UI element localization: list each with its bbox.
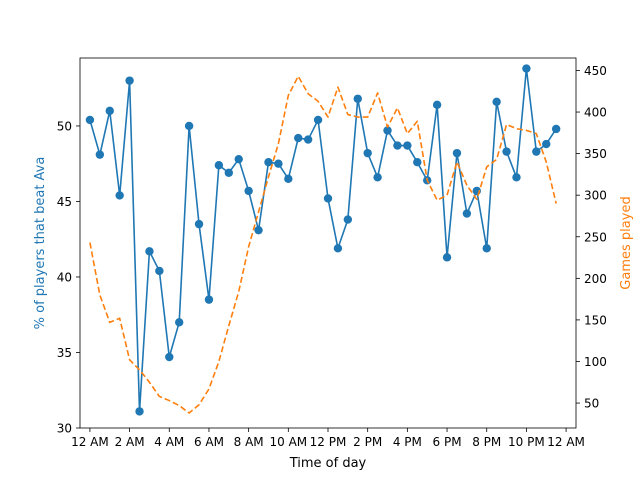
x-tick-label: 12 PM <box>310 435 347 449</box>
win-percent-data-point <box>145 247 154 256</box>
win-percent-data-point <box>462 209 472 218</box>
win-percent-data-point <box>492 97 501 107</box>
y-right-tick-label: 150 <box>584 313 607 327</box>
y-left-tick-label: 45 <box>57 195 72 209</box>
x-tick-label: 4 AM <box>154 435 184 449</box>
plot-series <box>85 64 561 416</box>
win-percent-data-point <box>542 139 551 149</box>
win-percent-data-point <box>482 244 491 253</box>
y-right-tick-label: 400 <box>584 106 607 120</box>
win-percent-data-point <box>551 124 561 134</box>
x-tick-label: 12 AM <box>71 435 109 449</box>
win-percent-series-line <box>89 67 557 413</box>
x-tick-label: 10 PM <box>508 435 545 449</box>
y-left-tick-label: 35 <box>57 346 72 360</box>
win-percent-data-point <box>442 253 452 262</box>
win-percent-data-point <box>294 133 303 143</box>
win-percent-data-point <box>184 121 194 131</box>
win-percent-data-point <box>333 244 343 253</box>
win-percent-data-point <box>363 148 372 158</box>
win-percent-data-point <box>214 161 224 170</box>
win-percent-data-point <box>512 173 521 182</box>
x-axis-label: Time of day <box>289 456 367 471</box>
win-percent-data-point <box>403 141 412 150</box>
x-axis-ticks: 12 AM 2 AM 4 AM 6 AM 8 AM 10 AM 12 PM 2 PM 4 PM 6… <box>71 428 585 449</box>
y-right-tick-label: 250 <box>584 230 607 244</box>
y-axis-left-ticks: 30 35 40 45 50 <box>57 119 80 436</box>
win-percent-data-point <box>383 126 392 135</box>
x-tick-label: 10 AM <box>269 435 307 449</box>
win-percent-data-point <box>274 159 283 168</box>
win-percent-data-point <box>343 215 353 224</box>
y-axis-right-label: Games played <box>619 196 634 289</box>
win-percent-data-point <box>234 154 243 164</box>
win-percent-data-point <box>532 147 541 156</box>
win-percent-data-point <box>125 76 134 85</box>
y-axis-left-label: % of players that beat Ava <box>33 157 48 330</box>
win-percent-data-point <box>264 158 273 167</box>
y-right-tick-label: 200 <box>584 272 607 286</box>
win-percent-data-point <box>175 318 184 327</box>
y-axis-right-ticks: 50 100 150 200 250 300 350 400 450 <box>576 64 607 411</box>
win-percent-data-point <box>155 266 164 276</box>
y-right-tick-label: 350 <box>584 147 607 161</box>
win-percent-data-point <box>432 100 442 110</box>
win-percent-data-point <box>353 94 362 103</box>
win-percent-data-point <box>284 174 293 184</box>
y-left-tick-label: 40 <box>57 270 72 284</box>
y-right-tick-label: 50 <box>584 397 599 411</box>
win-percent-data-point <box>224 168 233 177</box>
x-tick-label: 6 AM <box>194 435 224 449</box>
y-right-tick-label: 300 <box>584 189 607 203</box>
win-percent-data-point <box>502 147 511 156</box>
x-tick-label: 12 AM <box>547 435 585 449</box>
y-left-tick-label: 50 <box>57 119 72 133</box>
win-percent-data-point <box>254 225 263 235</box>
win-percent-data-point <box>105 106 114 116</box>
win-percent-data-point <box>95 150 105 159</box>
x-tick-label: 2 PM <box>353 435 382 449</box>
x-tick-label: 2 AM <box>115 435 145 449</box>
win-percent-data-point <box>413 158 422 167</box>
y-right-tick-label: 450 <box>584 64 607 78</box>
y-right-tick-label: 100 <box>584 355 607 369</box>
win-percent-data-point <box>204 295 214 304</box>
win-percent-data-point <box>323 194 333 203</box>
x-tick-label: 6 PM <box>433 435 462 449</box>
win-percent-data-point <box>194 219 204 229</box>
win-percent-data-point <box>452 148 462 158</box>
win-percent-data-point <box>165 352 174 362</box>
x-tick-label: 4 PM <box>393 435 422 449</box>
x-tick-label: 8 PM <box>472 435 501 449</box>
x-tick-label: 8 AM <box>234 435 264 449</box>
win-percent-data-point <box>373 173 382 182</box>
win-percent-data-point <box>313 115 323 125</box>
games-played-series-line <box>89 75 557 414</box>
win-percent-data-point <box>135 407 144 416</box>
win-percent-data-point <box>115 191 124 200</box>
win-percent-data-point <box>85 115 95 125</box>
win-percent-data-point <box>522 64 531 73</box>
win-percent-data-point <box>244 186 253 196</box>
win-percent-data-point <box>393 141 402 150</box>
win-percent-data-point <box>303 135 313 144</box>
y-left-tick-label: 30 <box>57 422 72 436</box>
